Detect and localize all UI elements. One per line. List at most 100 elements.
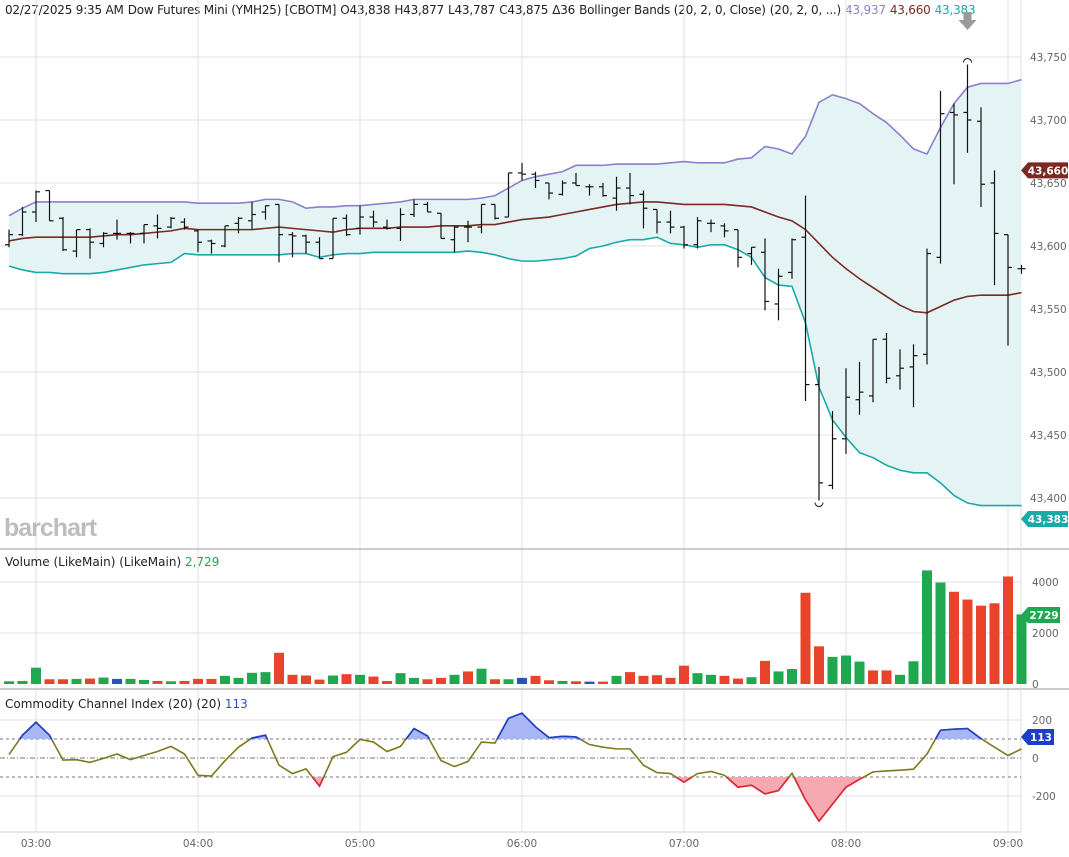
volume-bar (233, 677, 244, 684)
volume-bar (760, 660, 770, 684)
header-study[interactable]: Bollinger Bands (20, 2, 0, Close) (579, 3, 766, 17)
volume-bar (193, 678, 203, 684)
volume-bar (854, 661, 865, 684)
ohlc-bar (342, 214, 351, 236)
volume-bar (935, 582, 946, 684)
cci-title: Commodity Channel Index (20) (20) (5, 697, 222, 711)
ohlc-bar (207, 239, 216, 254)
ohlc-bar (221, 225, 229, 248)
ohlc-bar (1017, 264, 1026, 274)
volume-bar (841, 655, 851, 684)
volume-title: Volume (LikeMain) (LikeMain) (5, 555, 182, 569)
cci-oversold-fill (9, 777, 1021, 822)
ohlc-bar (288, 232, 297, 258)
cci-badge-shape (1021, 729, 1054, 745)
volume-pane-title: Volume (LikeMain) (LikeMain) 2,729 (5, 555, 219, 569)
ohlc-bar (950, 103, 958, 185)
x-tick-label: 04:00 (183, 838, 213, 850)
ohlc-bar (167, 217, 175, 229)
ohlc-bar (882, 332, 891, 384)
volume-bar (598, 681, 608, 684)
ohlc-bar (329, 217, 337, 260)
ohlc-bar (410, 199, 418, 218)
ohlc-bar (977, 107, 985, 207)
bb-lower-badge-text: 43,383 (1028, 514, 1069, 526)
volume-bar (989, 603, 1000, 684)
volume-bar (611, 675, 622, 684)
ohlc-bar (59, 217, 67, 252)
volume-bar (908, 661, 919, 684)
price-tick-label: 43,600 (1030, 241, 1067, 253)
cci-tick-label: 200 (1032, 715, 1052, 727)
volume-tick-label: 2000 (1032, 628, 1059, 640)
chart-header: 02/27/2025 9:35 AM Dow Futures Mini (YMH2… (5, 3, 979, 17)
ohlc-bar (140, 223, 148, 244)
ohlc-bar (45, 189, 54, 222)
header-study-params: (20, 2, 0, ...) (769, 3, 842, 17)
bollinger-middle-line (8, 201, 1022, 314)
ohlc-bar (356, 205, 364, 235)
volume-bar (112, 678, 122, 684)
volume-bar (422, 679, 433, 684)
cci-badge: 113 (1021, 729, 1054, 745)
ohlc-bar (396, 208, 405, 241)
bb-lower-badge-shape (1021, 511, 1068, 527)
ohlc-bar (815, 366, 823, 501)
header-high: H43,877 (394, 3, 444, 17)
ohlc-bar (518, 162, 526, 181)
price-tick-label: 43,400 (1030, 493, 1067, 505)
volume-bar (665, 677, 676, 684)
ohlc-bar (680, 225, 688, 249)
volume-bar (463, 671, 473, 684)
ohlc-bar (302, 234, 310, 254)
barchart-logo: barchart (4, 514, 97, 542)
volume-bar (260, 672, 271, 684)
price-tick-label: 43,550 (1030, 304, 1067, 316)
volume-bar (152, 680, 163, 684)
header-datetime: 02/27/2025 9:35 AM (5, 3, 124, 17)
cci-badge-text: 113 (1030, 732, 1052, 744)
ohlc-bar (585, 184, 594, 196)
volume-bar (44, 679, 55, 684)
volume-bar (382, 680, 392, 684)
volume-bar (530, 675, 541, 684)
ohlc-bar (72, 229, 81, 258)
ohlc-bar (572, 172, 580, 187)
price-tick-label: 43,750 (1030, 52, 1067, 64)
volume-bar (584, 681, 595, 684)
ohlc-bar (869, 338, 877, 403)
ohlc-bar (774, 268, 783, 321)
down-arrow-icon (958, 12, 977, 30)
volume-badge-text: 2729 (1029, 610, 1058, 622)
ohlc-bar (531, 171, 540, 189)
volume-bar (31, 667, 41, 684)
volume-bar (746, 677, 757, 684)
ohlc-bar (828, 411, 837, 490)
cci-oversold-line (311, 777, 866, 823)
ohlc-bar (855, 361, 864, 415)
header-symbol[interactable]: Dow Futures Mini (YMH25) [CBOTM] (127, 3, 337, 17)
bb-lower-badge: 43,383 (1021, 511, 1068, 527)
ohlc-bar (315, 237, 324, 260)
volume-value: 2,729 (184, 555, 220, 569)
ohlc-bar (761, 238, 769, 311)
x-tick-label: 07:00 (669, 838, 699, 850)
volume-bar (679, 665, 689, 684)
volume-bar (368, 676, 379, 684)
volume-bar (17, 680, 28, 684)
volume-bar (206, 678, 217, 684)
volume-bar (692, 673, 703, 684)
ohlc-bar (788, 238, 796, 279)
x-tick-label: 06:00 (507, 838, 537, 850)
volume-bar (85, 678, 95, 684)
ohlc-bar (437, 212, 445, 240)
volume-bar (301, 675, 311, 684)
volume-bar (436, 677, 446, 684)
ohlc-bar (896, 349, 904, 390)
ohlc-bar (5, 229, 13, 248)
ohlc-bar (653, 208, 661, 234)
ohlc-bar (693, 217, 702, 249)
ohlc-bar (666, 210, 675, 234)
volume-bar (922, 570, 932, 684)
